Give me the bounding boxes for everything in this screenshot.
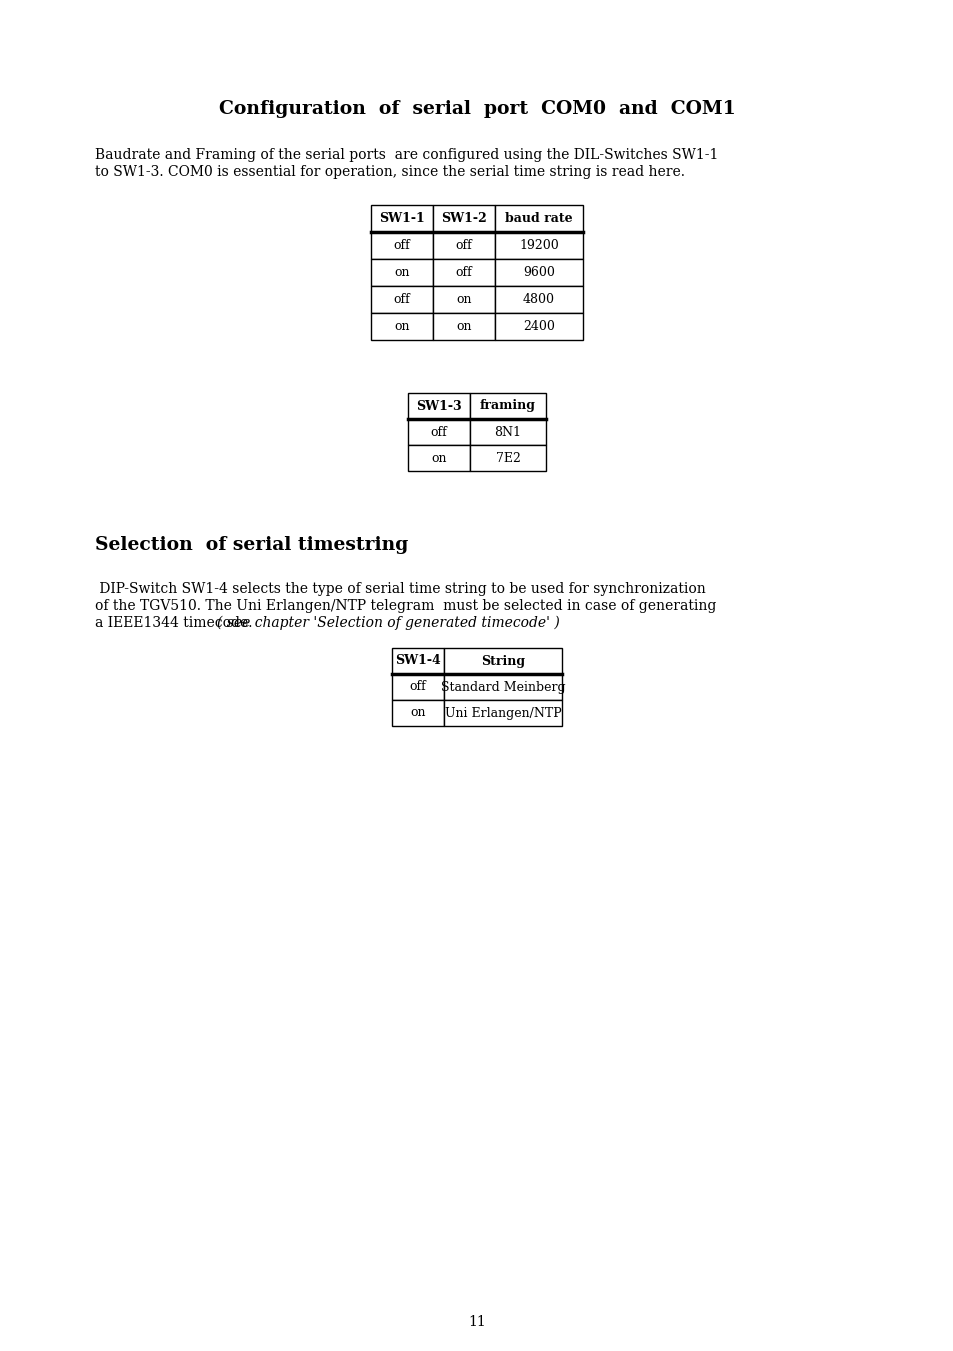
Text: 4800: 4800 xyxy=(522,293,555,305)
Bar xyxy=(495,259,582,286)
Text: on: on xyxy=(394,320,410,332)
Text: of the TGV510. The Uni Erlangen/NTP telegram  must be selected in case of genera: of the TGV510. The Uni Erlangen/NTP tele… xyxy=(95,598,716,613)
Text: SW1-4: SW1-4 xyxy=(395,654,440,667)
Text: 9600: 9600 xyxy=(522,266,555,280)
Text: framing: framing xyxy=(479,400,536,412)
Text: 8N1: 8N1 xyxy=(494,426,521,439)
Text: on: on xyxy=(456,320,471,332)
Bar xyxy=(371,286,433,313)
Text: 11: 11 xyxy=(468,1315,485,1329)
Text: String: String xyxy=(480,654,524,667)
Bar xyxy=(371,205,433,232)
Text: off: off xyxy=(456,266,472,280)
Text: 19200: 19200 xyxy=(518,239,558,253)
Text: off: off xyxy=(409,681,426,693)
Text: 2400: 2400 xyxy=(522,320,555,332)
Bar xyxy=(495,205,582,232)
Bar xyxy=(408,393,470,419)
Bar xyxy=(371,232,433,259)
Text: ( see chapter 'Selection of generated timecode' ): ( see chapter 'Selection of generated ti… xyxy=(216,616,559,631)
Bar xyxy=(392,700,443,725)
Text: on: on xyxy=(431,451,446,465)
Bar xyxy=(470,444,545,471)
Bar xyxy=(392,648,443,674)
Bar xyxy=(443,648,561,674)
Bar xyxy=(371,259,433,286)
Text: off: off xyxy=(394,293,410,305)
Bar xyxy=(433,259,495,286)
Text: to SW1-3. COM0 is essential for operation, since the serial time string is read : to SW1-3. COM0 is essential for operatio… xyxy=(95,165,684,178)
Text: baud rate: baud rate xyxy=(505,212,572,226)
Bar xyxy=(433,205,495,232)
Text: a IEEE1344 timecode.: a IEEE1344 timecode. xyxy=(95,616,256,630)
Bar xyxy=(495,313,582,340)
Bar xyxy=(408,419,470,444)
Text: SW1-2: SW1-2 xyxy=(440,212,486,226)
Text: Selection  of serial timestring: Selection of serial timestring xyxy=(95,536,408,554)
Bar xyxy=(408,444,470,471)
Bar xyxy=(495,286,582,313)
Text: Configuration  of  serial  port  COM0  and  COM1: Configuration of serial port COM0 and CO… xyxy=(218,100,735,118)
Bar xyxy=(443,674,561,700)
Text: Standard Meinberg: Standard Meinberg xyxy=(440,681,565,693)
Bar xyxy=(495,232,582,259)
Text: off: off xyxy=(430,426,447,439)
Text: on: on xyxy=(394,266,410,280)
Bar xyxy=(392,674,443,700)
Text: Uni Erlangen/NTP: Uni Erlangen/NTP xyxy=(444,707,560,720)
Bar xyxy=(433,313,495,340)
Text: Baudrate and Framing of the serial ports  are configured using the DIL-Switches : Baudrate and Framing of the serial ports… xyxy=(95,149,718,162)
Bar xyxy=(443,700,561,725)
Bar xyxy=(470,393,545,419)
Bar xyxy=(470,419,545,444)
Text: off: off xyxy=(456,239,472,253)
Bar xyxy=(433,232,495,259)
Text: on: on xyxy=(410,707,425,720)
Bar xyxy=(433,286,495,313)
Text: SW1-3: SW1-3 xyxy=(416,400,461,412)
Text: SW1-1: SW1-1 xyxy=(378,212,424,226)
Bar xyxy=(371,313,433,340)
Text: on: on xyxy=(456,293,471,305)
Text: DIP-Switch SW1-4 selects the type of serial time string to be used for synchroni: DIP-Switch SW1-4 selects the type of ser… xyxy=(95,582,705,596)
Text: off: off xyxy=(394,239,410,253)
Text: 7E2: 7E2 xyxy=(495,451,520,465)
